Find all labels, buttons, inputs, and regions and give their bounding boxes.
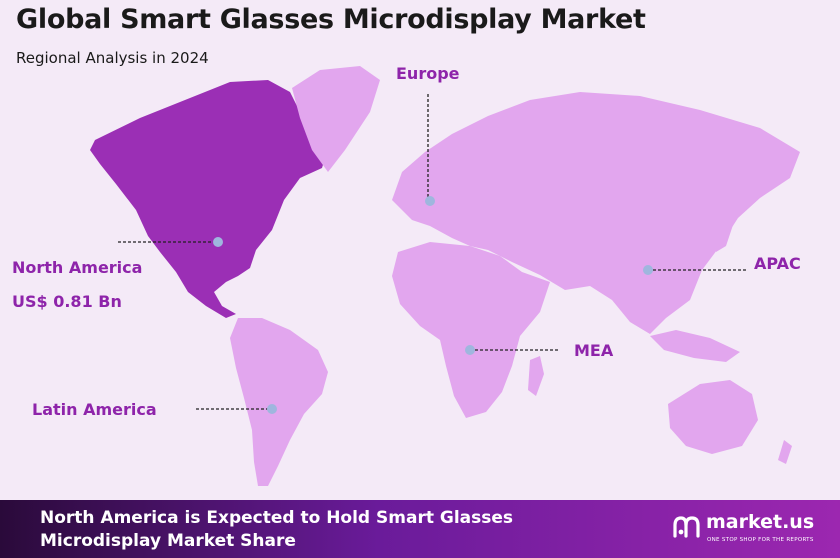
region-eurasia	[392, 92, 800, 334]
marker-latin-america	[267, 404, 277, 414]
label-mea: MEA	[574, 341, 614, 360]
marketus-logo-icon	[673, 516, 700, 538]
region-madagascar	[528, 356, 544, 396]
marker-mea	[465, 345, 475, 355]
footer-banner: North America is Expected to Hold Smart …	[0, 500, 840, 558]
region-new-zealand	[778, 440, 792, 464]
region-africa	[392, 242, 550, 418]
brand-tagline: ONE STOP SHOP FOR THE REPORTS	[707, 537, 814, 543]
region-southeast-asia	[650, 330, 740, 362]
label-north-america-value: US$ 0.81 Bn	[12, 292, 122, 311]
region-japan	[716, 214, 734, 252]
page-title: Global Smart Glasses Microdisplay Market	[16, 4, 646, 35]
region-latin-america	[230, 318, 328, 486]
label-apac: APAC	[754, 254, 801, 273]
marker-apac	[643, 265, 653, 275]
footer-text: North America is Expected to Hold Smart …	[40, 508, 514, 551]
marker-europe	[425, 196, 435, 206]
label-latin-america: Latin America	[32, 400, 157, 419]
region-greenland	[292, 66, 380, 172]
brand-name: market.us	[706, 511, 815, 533]
page-subtitle: Regional Analysis in 2024	[16, 49, 209, 67]
label-north-america: North America	[12, 258, 143, 277]
label-europe: Europe	[396, 64, 460, 83]
region-australia	[668, 380, 758, 454]
region-north-america	[90, 80, 330, 318]
marker-north-america	[213, 237, 223, 247]
world-map	[90, 66, 800, 486]
